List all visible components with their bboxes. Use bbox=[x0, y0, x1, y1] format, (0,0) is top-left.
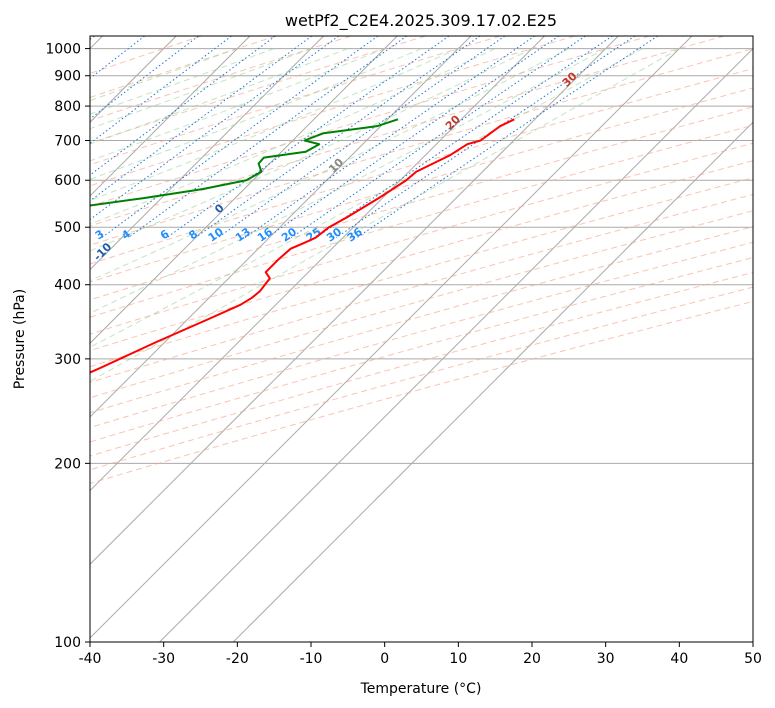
mixing-ratio-line-8 bbox=[194, 36, 481, 239]
mixing-ratio-line-1.5 bbox=[90, 36, 313, 202]
plot-frame bbox=[89, 35, 754, 643]
chart-title: wetPf2_C2E4.2025.309.17.02.E25 bbox=[285, 11, 557, 31]
x-axis-title: Temperature (°C) bbox=[360, 681, 482, 697]
mixing-ratio-line-36 bbox=[356, 36, 659, 239]
moist-adiabat bbox=[90, 48, 643, 348]
y-tick-label: 300 bbox=[54, 352, 81, 368]
dry-adiabat bbox=[90, 36, 501, 166]
isotherm-40 bbox=[90, 36, 693, 639]
line-labels: 0.10.20.40.611.52346810131620253036-90-8… bbox=[0, 69, 580, 263]
dry-adiabat bbox=[90, 36, 202, 75]
temperature-profile bbox=[90, 118, 515, 374]
adiabat-label: 30 bbox=[560, 69, 580, 89]
dry-adiabat bbox=[90, 257, 753, 443]
dry-adiabat bbox=[90, 286, 753, 471]
mixing-ratio-label: 20 bbox=[279, 225, 299, 245]
mixing-ratio-line-2 bbox=[90, 36, 339, 221]
x-tick-label: 20 bbox=[523, 651, 541, 667]
mixing-ratio-label: 1 bbox=[0, 227, 12, 242]
y-tick-label: 400 bbox=[54, 278, 81, 294]
x-tick-label: 30 bbox=[597, 651, 615, 667]
x-tick-label: -40 bbox=[79, 651, 102, 667]
dry-adiabat bbox=[90, 68, 753, 265]
dry-adiabat bbox=[90, 87, 753, 283]
mixing-ratio-label: 16 bbox=[255, 225, 275, 245]
x-tick-label: 40 bbox=[670, 651, 688, 667]
y-tick-label: 800 bbox=[54, 99, 81, 115]
isotherm--10 bbox=[90, 36, 324, 271]
x-tick-label: 50 bbox=[744, 651, 762, 667]
dry-adiabat bbox=[90, 226, 753, 414]
dry-adiabat bbox=[90, 160, 753, 352]
mixing-ratio-line-30 bbox=[335, 36, 636, 239]
x-tick-label: 0 bbox=[380, 651, 389, 667]
y-tick-label: 500 bbox=[54, 220, 81, 236]
moist-adiabat bbox=[90, 48, 496, 225]
dry-adiabat bbox=[90, 300, 753, 484]
moist-adiabat bbox=[90, 48, 606, 314]
isotherm-20 bbox=[90, 36, 545, 492]
dry-adiabat bbox=[90, 36, 277, 99]
moist-adiabat bbox=[90, 48, 570, 282]
isotherm-30 bbox=[90, 36, 619, 565]
mixing-ratio-label: 13 bbox=[233, 225, 253, 244]
dry-adiabat bbox=[90, 193, 753, 383]
dry-adiabat bbox=[90, 241, 753, 429]
dry-adiabat bbox=[90, 142, 753, 335]
moist-adiabat bbox=[90, 48, 275, 115]
adiabat-label: 10 bbox=[326, 156, 346, 176]
x-tick-label: -20 bbox=[226, 651, 249, 667]
mixing-ratio-label: 1.5 bbox=[27, 224, 50, 246]
axes: -40 -30 -20 -10 0 10 20 30 40 50 100 200 300 400 500 60… bbox=[45, 42, 762, 667]
mixing-ratio-line-20 bbox=[290, 36, 586, 239]
y-tick-label: 600 bbox=[54, 173, 81, 189]
isotherm-10 bbox=[90, 36, 472, 418]
moist-adiabat bbox=[90, 48, 459, 201]
isotherm-50 bbox=[159, 47, 753, 642]
dry-adiabat bbox=[90, 36, 426, 144]
dry-adiabat bbox=[90, 36, 725, 227]
isotherm-0 bbox=[90, 36, 398, 344]
dry-adiabat bbox=[90, 177, 753, 368]
background-lines bbox=[90, 36, 753, 642]
dry-adiabat bbox=[90, 36, 650, 207]
moist-adiabat bbox=[90, 48, 238, 102]
dry-adiabat bbox=[90, 48, 753, 246]
dry-adiabat bbox=[90, 36, 351, 122]
x-tick-label: 10 bbox=[449, 651, 467, 667]
y-tick-label: 200 bbox=[54, 456, 81, 472]
dry-adiabat bbox=[90, 271, 753, 457]
moist-adiabat bbox=[90, 48, 385, 162]
mixing-ratio-line-13 bbox=[244, 36, 535, 239]
mixing-ratio-line-16 bbox=[266, 36, 560, 239]
moist-adiabat bbox=[90, 48, 680, 382]
dry-adiabat bbox=[90, 210, 753, 399]
dry-adiabat bbox=[90, 124, 753, 318]
dry-adiabat bbox=[90, 106, 753, 301]
adiabat-label: 20 bbox=[443, 112, 463, 132]
y-tick-label: 100 bbox=[54, 635, 81, 651]
x-tick-label: -10 bbox=[300, 651, 323, 667]
mixing-ratio-label: 4 bbox=[119, 227, 133, 242]
y-tick-label: 900 bbox=[54, 69, 81, 85]
x-tick-label: -30 bbox=[152, 651, 175, 667]
y-tick-label: 1000 bbox=[45, 42, 81, 58]
mixing-ratio-line-6 bbox=[166, 36, 450, 239]
dewpoint-profile bbox=[90, 118, 399, 207]
mixing-ratio-label: 6 bbox=[158, 227, 172, 242]
y-tick-label: 700 bbox=[54, 133, 81, 149]
mixing-ratio-line-0.4 bbox=[90, 36, 199, 120]
isotherm-60 bbox=[232, 121, 753, 642]
moist-adiabat bbox=[90, 48, 533, 252]
mixing-ratio-line-3 bbox=[101, 36, 379, 239]
y-axis-title: Pressure (hPa) bbox=[12, 289, 28, 389]
mixing-ratio-line-0.6 bbox=[90, 36, 232, 145]
isotherm--20 bbox=[90, 36, 251, 197]
mixing-ratio-line-1 bbox=[90, 36, 276, 176]
moist-adiabat bbox=[90, 48, 312, 130]
profiles bbox=[90, 118, 515, 374]
mixing-ratio-line-25 bbox=[315, 36, 613, 239]
